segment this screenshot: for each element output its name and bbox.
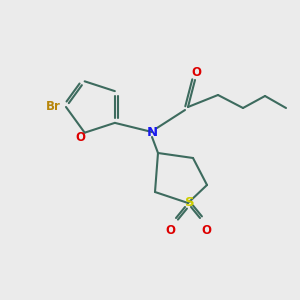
Text: S: S (185, 196, 195, 208)
Text: O: O (165, 224, 175, 236)
Text: Br: Br (46, 100, 60, 112)
Text: O: O (201, 224, 211, 236)
Text: O: O (76, 131, 86, 144)
Text: O: O (191, 67, 201, 80)
Text: N: N (146, 125, 158, 139)
